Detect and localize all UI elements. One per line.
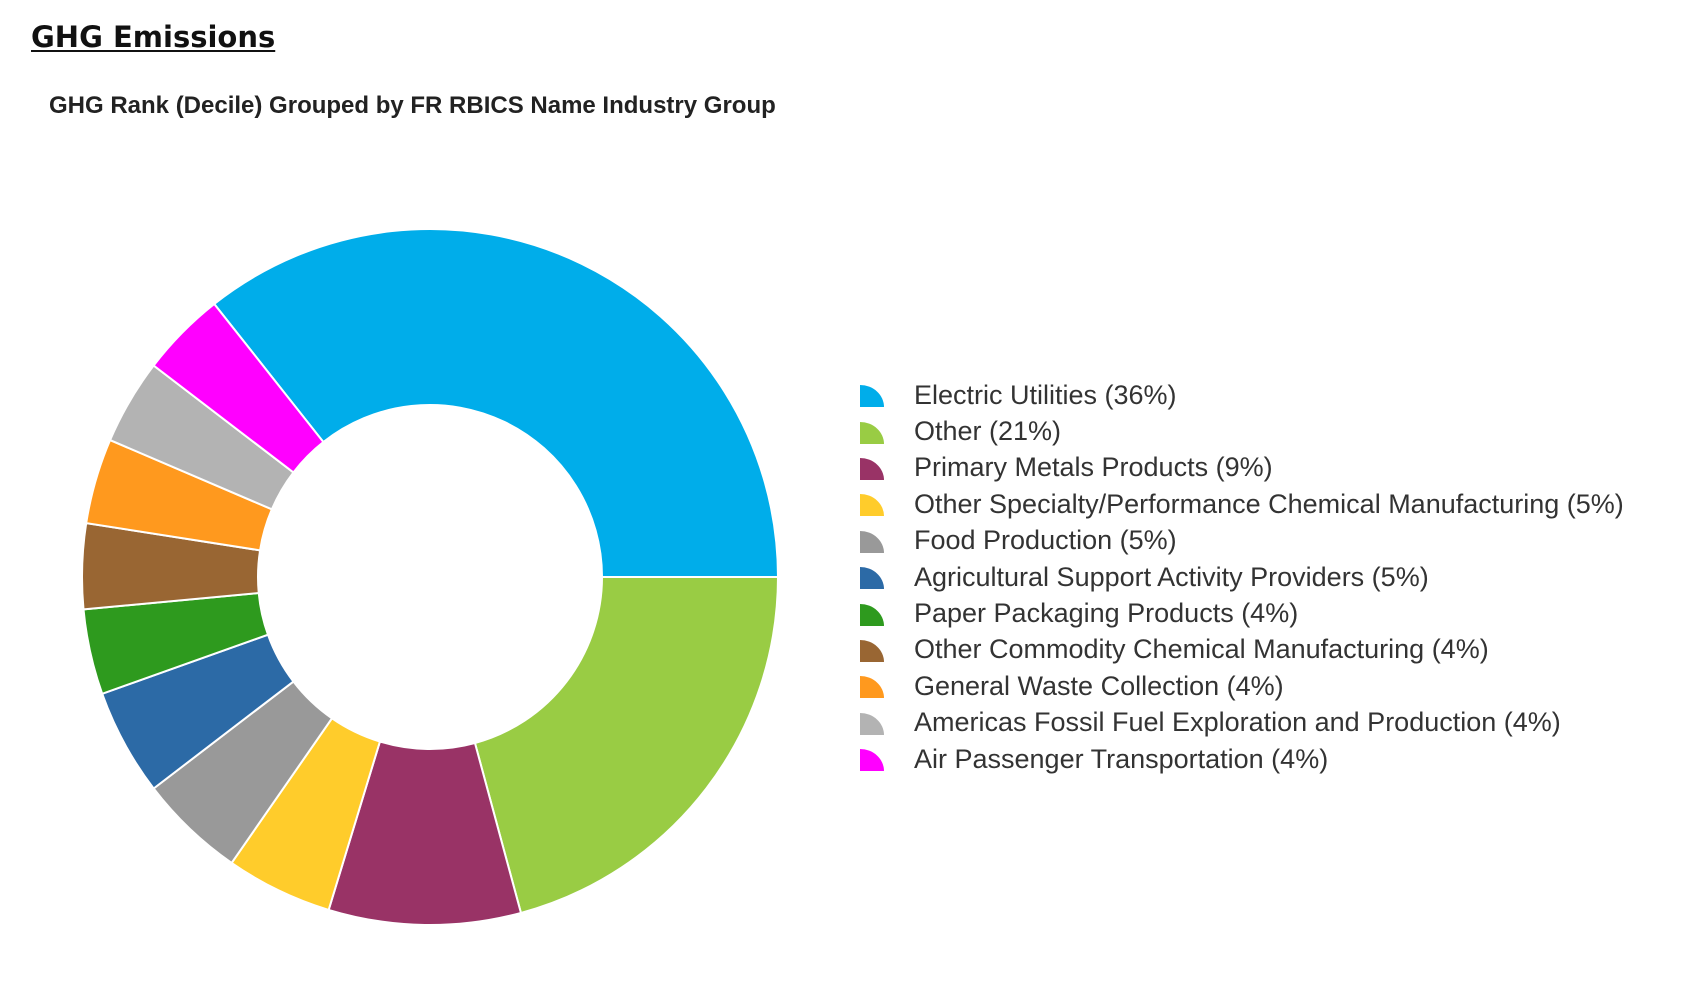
- legend-label: Paper Packaging Products (4%): [914, 598, 1299, 629]
- legend-label: Primary Metals Products (9%): [914, 452, 1273, 483]
- legend-label: Americas Fossil Fuel Exploration and Pro…: [914, 707, 1561, 738]
- legend-swatch-icon: [860, 712, 884, 735]
- legend-item[interactable]: Agricultural Support Activity Providers …: [858, 559, 1624, 595]
- legend-label: Electric Utilities (36%): [914, 379, 1177, 410]
- legend-item[interactable]: General Waste Collection (4%): [858, 668, 1624, 704]
- legend-swatch-icon: [860, 494, 884, 517]
- chart-legend: Electric Utilities (36%) Other (21%) Prima…: [858, 377, 1624, 777]
- legend-item[interactable]: Paper Packaging Products (4%): [858, 595, 1624, 631]
- legend-item[interactable]: Other Specialty/Performance Chemical Man…: [858, 486, 1624, 522]
- legend-swatch-icon: [860, 639, 884, 662]
- legend-item[interactable]: Food Production (5%): [858, 523, 1624, 559]
- legend-label: Other Specialty/Performance Chemical Man…: [914, 488, 1624, 519]
- legend-swatch-icon: [860, 603, 884, 626]
- legend-swatch-icon: [860, 749, 884, 772]
- legend-swatch-icon: [860, 421, 884, 444]
- legend-item[interactable]: Primary Metals Products (9%): [858, 450, 1624, 486]
- legend-swatch-icon: [860, 385, 884, 408]
- donut-slice-electric-utilities[interactable]: [212, 228, 780, 578]
- legend-item[interactable]: Other Commodity Chemical Manufacturing (…: [858, 632, 1624, 668]
- legend-item[interactable]: Electric Utilities (36%): [858, 377, 1624, 413]
- legend-item[interactable]: Americas Fossil Fuel Exploration and Pro…: [858, 705, 1624, 741]
- legend-swatch-icon: [860, 567, 884, 590]
- legend-label: General Waste Collection (4%): [914, 670, 1284, 701]
- legend-item[interactable]: Air Passenger Transportation (4%): [858, 741, 1624, 777]
- chart-title: GHG Rank (Decile) Grouped by FR RBICS Na…: [49, 92, 776, 119]
- legend-swatch-icon: [860, 457, 884, 480]
- donut-slice-air-passenger-transportation[interactable]: [152, 302, 325, 474]
- legend-label: Air Passenger Transportation (4%): [914, 743, 1329, 774]
- legend-label: Food Production (5%): [914, 525, 1177, 556]
- section-title: GHG Emissions: [31, 20, 276, 54]
- legend-label: Other (21%): [914, 416, 1062, 447]
- donut-slice-other[interactable]: [473, 576, 780, 915]
- legend-item[interactable]: Other (21%): [858, 413, 1624, 449]
- legend-swatch-icon: [860, 530, 884, 553]
- legend-swatch-icon: [860, 676, 884, 699]
- legend-label: Other Commodity Chemical Manufacturing (…: [914, 634, 1489, 665]
- legend-label: Agricultural Support Activity Providers …: [914, 561, 1429, 592]
